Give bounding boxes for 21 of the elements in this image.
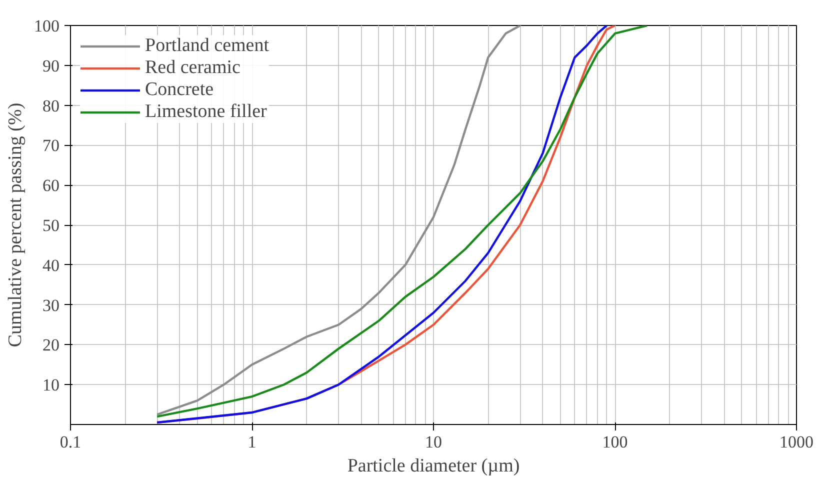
y-tick-label: 80 [42, 96, 60, 116]
y-tick-label: 60 [42, 176, 60, 196]
legend-label: Red ceramic [145, 57, 240, 79]
y-tick-label: 30 [42, 296, 60, 315]
legend-label: Concrete [145, 79, 214, 101]
y-tick-label: 50 [42, 216, 60, 235]
y-tick-label: 10 [42, 376, 60, 395]
x-tick-label: 100 [602, 432, 628, 452]
y-tick-label: 70 [42, 136, 60, 156]
y-tick-label: 20 [42, 336, 60, 355]
y-tick-label: 90 [42, 56, 60, 76]
x-tick-label: 10 [425, 432, 442, 452]
legend-label: Portland cement [145, 35, 269, 57]
y-axis-title: Cumulative percent passing (%) [5, 102, 26, 348]
x-tick-label: 0.1 [60, 432, 82, 452]
x-tick-label: 1 [248, 432, 256, 452]
legend-label: Limestone filler [145, 101, 267, 123]
x-axis-title: Particle diameter (µm) [347, 456, 520, 476]
y-tick-label: 100 [34, 16, 60, 36]
y-tick-label: 40 [42, 256, 60, 275]
x-tick-label: 1000 [780, 432, 814, 452]
